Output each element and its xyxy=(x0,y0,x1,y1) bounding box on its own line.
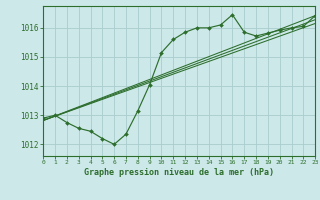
X-axis label: Graphe pression niveau de la mer (hPa): Graphe pression niveau de la mer (hPa) xyxy=(84,168,274,177)
